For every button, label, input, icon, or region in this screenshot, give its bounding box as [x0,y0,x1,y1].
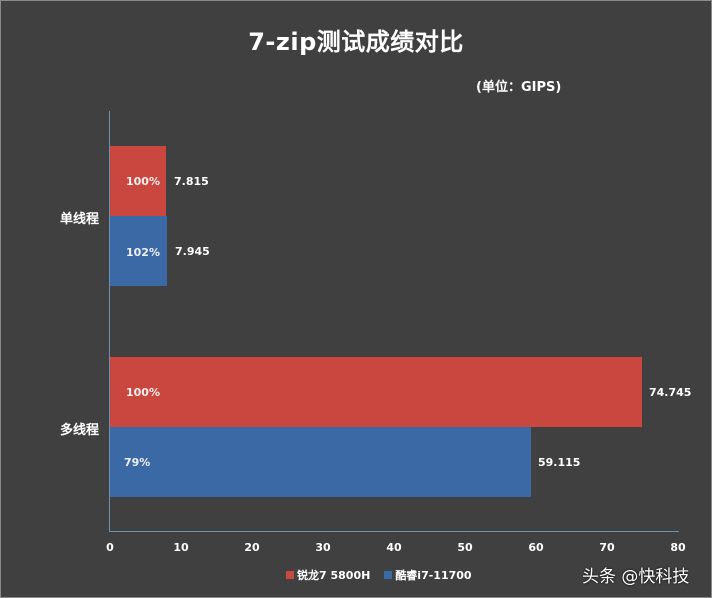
bar-value-label: 59.115 [538,456,581,469]
bar-pct-label: 100% [126,386,160,399]
category-label-multi-thread: 多线程 [60,423,100,438]
bar-pct-label: 102% [126,246,160,259]
x-tick: 60 [528,541,544,554]
x-tick: 70 [599,541,615,554]
bar-value-label: 7.815 [174,175,209,188]
x-axis-line [109,531,679,532]
legend-label: 锐龙7 5800H [297,569,371,582]
bar-single-intel [110,216,167,286]
chart-legend: 锐龙7 5800H 酷睿i7-11700 [286,567,472,583]
chart-title: 7-zip测试成绩对比 [248,28,464,56]
bar-pct-label: 79% [124,456,151,469]
legend-swatch-red [286,571,294,579]
x-tick: 20 [244,541,260,554]
category-label-single-thread: 单线程 [60,212,100,227]
bar-value-label: 7.945 [175,245,210,258]
x-tick: 0 [106,541,114,554]
unit-label: (单位：GIPS) [476,80,562,95]
bar-pct-label: 100% [126,175,160,188]
bar-multi-ryzen [110,357,642,427]
legend-item-ryzen[interactable]: 锐龙7 5800H [286,567,370,583]
y-axis-line [109,111,110,532]
legend-swatch-blue [384,571,393,579]
legend-item-intel[interactable]: 酷睿i7-11700 [384,567,472,583]
x-tick: 30 [315,541,331,554]
x-tick: 10 [173,541,189,554]
watermark: 头条 @快科技 [582,567,690,587]
x-tick: 80 [670,541,686,554]
legend-label: 酷睿i7-11700 [395,569,472,582]
bar-multi-intel [110,427,531,497]
x-tick: 50 [457,541,473,554]
x-tick: 40 [386,541,402,554]
bar-value-label: 74.745 [649,386,692,399]
bar-single-ryzen [110,146,166,216]
